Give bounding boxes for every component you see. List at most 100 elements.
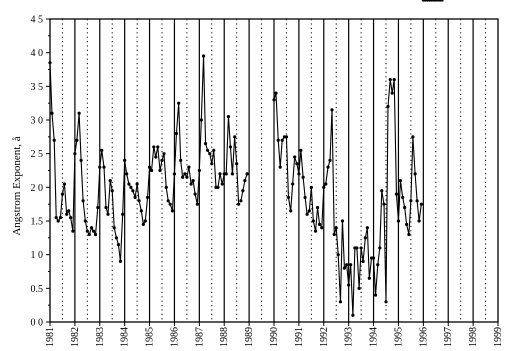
data-point — [328, 158, 332, 162]
data-point — [185, 175, 189, 179]
data-point — [230, 172, 235, 176]
data-point — [351, 313, 355, 317]
data-point — [276, 138, 280, 142]
series-line — [48, 0, 444, 317]
data-point — [102, 165, 106, 169]
data-point — [419, 202, 423, 206]
data-point — [239, 199, 243, 203]
y-tick-label: 1.5 — [31, 217, 44, 228]
data-point — [320, 226, 324, 230]
data-point — [210, 162, 214, 166]
axes — [46, 18, 499, 326]
data-point — [56, 219, 60, 223]
data-point — [73, 152, 77, 156]
data-point — [237, 202, 241, 206]
data-point — [373, 293, 378, 297]
data-point — [139, 209, 143, 213]
y-tick-label: 1 0 — [31, 250, 44, 261]
data-point — [129, 185, 133, 189]
data-point — [272, 98, 276, 102]
y-tick-label: 2 0 — [31, 183, 44, 194]
data-point — [394, 192, 399, 196]
data-point — [195, 202, 199, 206]
data-point — [65, 212, 69, 216]
data-point — [305, 212, 309, 216]
y-tick-label: 2 5 — [31, 149, 44, 160]
data-point — [241, 189, 245, 193]
data-point — [334, 226, 338, 230]
data-point — [164, 185, 168, 189]
y-tick-label: 0.5 — [31, 284, 44, 295]
data-point — [158, 168, 162, 173]
data-point — [174, 131, 179, 136]
data-point — [96, 205, 100, 210]
data-point — [278, 165, 282, 169]
data-point — [224, 172, 228, 176]
data-point — [205, 148, 210, 152]
x-tick-label: 1994 — [369, 327, 380, 347]
data-point — [208, 152, 212, 156]
x-tick-label: 1996 — [418, 327, 429, 347]
data-point — [411, 135, 415, 139]
data-point — [371, 256, 376, 260]
data-point — [141, 222, 145, 226]
data-point — [116, 242, 121, 247]
data-point — [112, 226, 116, 230]
data-point — [62, 182, 67, 186]
data-point — [145, 195, 150, 200]
data-point — [409, 199, 413, 203]
data-point — [181, 175, 185, 179]
data-point — [98, 165, 102, 169]
data-point — [228, 145, 233, 149]
data-point — [160, 158, 164, 162]
x-tick-label: 1985 — [145, 327, 156, 347]
data-point — [118, 259, 123, 263]
data-point — [58, 216, 63, 220]
data-point — [125, 172, 129, 176]
data-point — [417, 219, 421, 223]
x-tick-label: 1982 — [70, 327, 81, 347]
data-point — [315, 205, 320, 210]
data-point — [280, 138, 284, 142]
data-point — [342, 266, 347, 270]
data-point — [382, 202, 386, 206]
data-point — [152, 145, 156, 149]
y-tick-label: 3 5 — [31, 82, 44, 93]
data-point — [79, 158, 83, 162]
x-tick-label: 1995 — [393, 327, 404, 347]
y-tick-label: 3 0 — [31, 116, 44, 127]
y-axis-label: Angstrom Exponent, å — [11, 136, 23, 235]
data-point — [388, 78, 392, 82]
data-point — [401, 195, 405, 200]
data-point — [177, 101, 181, 105]
data-point — [297, 172, 301, 176]
data-point — [390, 91, 394, 95]
series-line-segment — [240, 173, 248, 201]
x-tick-label: 1993 — [344, 327, 355, 347]
data-point — [313, 229, 318, 233]
data-point — [172, 172, 177, 176]
data-point — [216, 185, 220, 189]
data-point — [123, 158, 127, 162]
data-point — [60, 192, 65, 196]
data-point — [367, 276, 371, 280]
data-point — [245, 172, 249, 176]
data-point — [156, 145, 160, 149]
x-tick-label: 1987 — [194, 327, 205, 347]
data-point — [110, 189, 114, 193]
data-point — [309, 185, 313, 189]
data-point — [54, 216, 58, 220]
data-point — [365, 226, 369, 230]
data-point — [170, 209, 175, 213]
data-point — [189, 182, 193, 186]
data-point — [100, 148, 104, 152]
data-point — [114, 236, 119, 240]
data-point — [193, 192, 197, 196]
series-line-segment — [49, 55, 240, 262]
data-point — [301, 175, 305, 179]
data-point — [330, 108, 334, 112]
x-tick-label: 1992 — [319, 327, 330, 347]
data-point — [218, 172, 222, 176]
data-point — [93, 232, 98, 237]
data-point — [166, 199, 170, 203]
